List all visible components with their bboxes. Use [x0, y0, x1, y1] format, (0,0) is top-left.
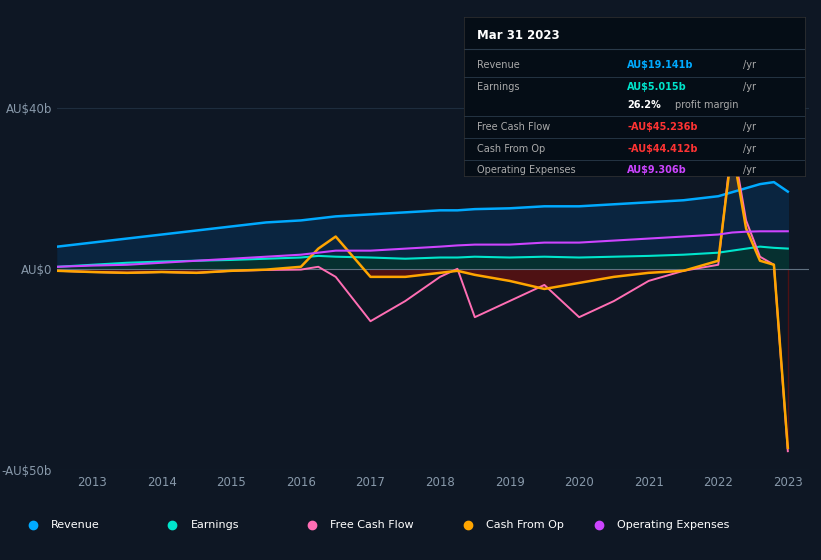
Text: -AU$45.236b: -AU$45.236b — [627, 122, 698, 132]
Text: Free Cash Flow: Free Cash Flow — [478, 122, 551, 132]
Text: Earnings: Earnings — [478, 82, 520, 92]
Text: /yr: /yr — [743, 60, 756, 69]
Text: /yr: /yr — [743, 122, 756, 132]
Text: Mar 31 2023: Mar 31 2023 — [478, 30, 560, 43]
Text: /yr: /yr — [743, 144, 756, 154]
Text: Free Cash Flow: Free Cash Flow — [330, 520, 414, 530]
Text: Revenue: Revenue — [478, 60, 521, 69]
Text: AU$19.141b: AU$19.141b — [627, 60, 694, 69]
Text: 26.2%: 26.2% — [627, 100, 661, 110]
Text: Revenue: Revenue — [51, 520, 99, 530]
Text: /yr: /yr — [743, 165, 756, 175]
Text: Operating Expenses: Operating Expenses — [617, 520, 730, 530]
Text: Cash From Op: Cash From Op — [486, 520, 564, 530]
Text: AU$5.015b: AU$5.015b — [627, 82, 687, 92]
Text: /yr: /yr — [743, 82, 756, 92]
Text: Earnings: Earnings — [190, 520, 239, 530]
Text: Cash From Op: Cash From Op — [478, 144, 546, 154]
Text: -AU$44.412b: -AU$44.412b — [627, 144, 698, 154]
Text: AU$9.306b: AU$9.306b — [627, 165, 687, 175]
Text: profit margin: profit margin — [675, 100, 739, 110]
Text: Operating Expenses: Operating Expenses — [478, 165, 576, 175]
